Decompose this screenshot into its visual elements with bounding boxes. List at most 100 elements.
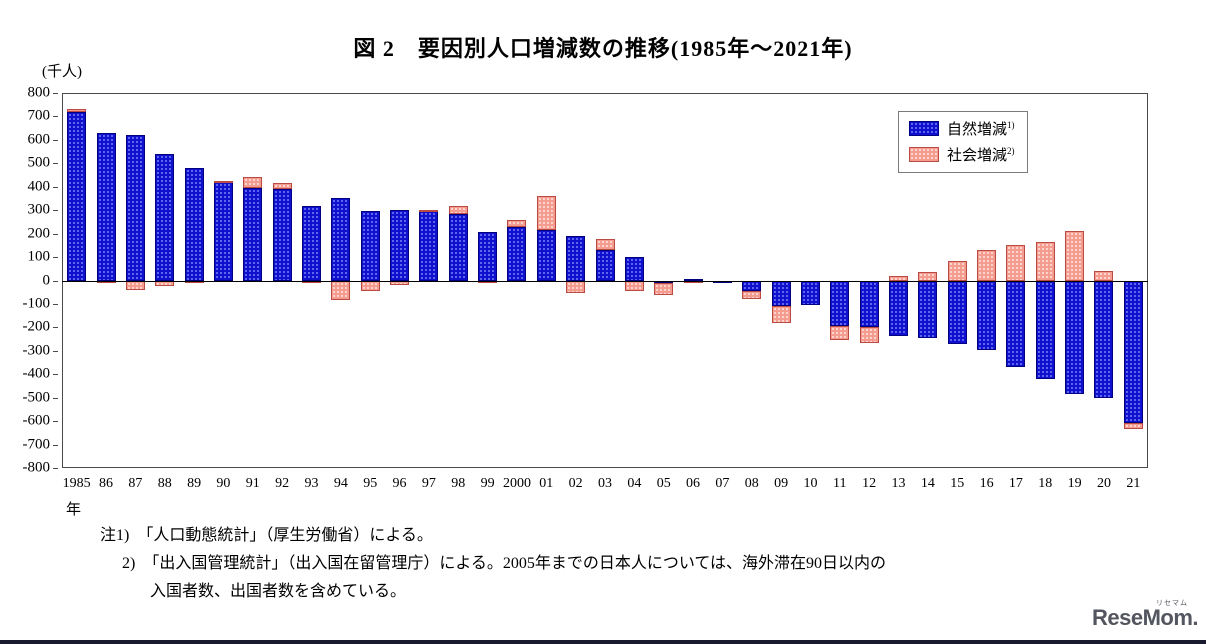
bar-natural-90 — [213, 182, 233, 281]
y-tick-label: -400 — [22, 365, 51, 382]
x-tick-label: 92 — [275, 476, 290, 491]
bar-natural-95 — [360, 211, 380, 281]
x-tick-label: 06 — [686, 476, 701, 491]
y-tick-mark — [53, 350, 58, 352]
y-tick-mark — [53, 421, 58, 423]
bar-social-18 — [1035, 241, 1055, 281]
bar-social-20 — [1094, 271, 1114, 281]
legend-swatch-natural — [909, 121, 939, 136]
y-tick-label: -600 — [22, 412, 51, 429]
x-tick-label: 14 — [920, 476, 935, 491]
resemom-logo-text: ReseMom. — [1092, 605, 1199, 630]
bar-natural-04 — [624, 257, 644, 281]
bar-social-91 — [243, 177, 263, 188]
legend-entry-social: 社会増減2) — [909, 144, 1015, 165]
x-tick-label: 93 — [304, 476, 319, 491]
y-tick-label: 500 — [27, 154, 51, 171]
bar-social-11 — [830, 326, 850, 341]
bar-natural-93 — [301, 205, 321, 281]
bar-natural-13 — [889, 280, 908, 336]
bar-social-90 — [213, 180, 233, 183]
x-tick-label: 99 — [480, 476, 495, 491]
bar-natural-91 — [243, 187, 263, 281]
bar-natural-88 — [155, 153, 175, 281]
bar-social-13 — [889, 275, 908, 281]
x-tick-label: 05 — [656, 476, 671, 491]
footnote-2: 2) 「出入国管理統計」（出入国在留管理庁）による。2005年までの日本人につい… — [122, 555, 887, 572]
bar-social-2000 — [507, 219, 527, 227]
chart-title: 図 2 要因別人口増減数の推移(1985年～2021年) — [353, 36, 853, 61]
x-tick-label: 2000 — [502, 476, 531, 491]
bar-social-05 — [654, 282, 674, 295]
bar-social-94 — [331, 280, 351, 301]
y-tick-label: -100 — [22, 295, 51, 312]
y-tick-mark — [53, 186, 58, 188]
bar-natural-08 — [742, 280, 762, 292]
bar-natural-16 — [977, 280, 997, 350]
x-tick-label: 90 — [216, 476, 231, 491]
y-tick-label: -500 — [22, 389, 51, 406]
zero-axis-line — [62, 281, 1148, 282]
bar-social-19 — [1065, 231, 1085, 281]
bar-natural-01 — [536, 230, 556, 281]
legend-label-social: 社会増減2) — [947, 146, 1015, 164]
bar-social-98 — [448, 205, 468, 214]
bar-social-88 — [155, 280, 175, 287]
x-tick-label: 04 — [627, 476, 642, 491]
x-tick-label: 20 — [1096, 476, 1111, 491]
y-tick-mark — [53, 397, 58, 399]
x-tick-label: 88 — [157, 476, 172, 491]
bar-social-01 — [536, 196, 556, 231]
x-tick-label: 1985 — [62, 476, 91, 491]
bar-natural-2000 — [507, 226, 527, 281]
y-tick-mark — [53, 257, 58, 259]
bottom-border — [0, 640, 1206, 644]
x-tick-label: 08 — [744, 476, 759, 491]
y-tick-label: 800 — [27, 84, 51, 101]
y-tick-mark — [53, 139, 58, 141]
bar-social-04 — [624, 280, 644, 292]
y-tick-label: -300 — [22, 342, 51, 359]
bar-natural-87 — [125, 135, 145, 281]
x-tick-label: 12 — [862, 476, 877, 491]
y-tick-label: 600 — [27, 131, 51, 148]
bar-natural-09 — [771, 280, 791, 307]
x-tick-label: 10 — [803, 476, 818, 491]
x-tick-label: 11 — [833, 476, 847, 491]
bar-social-09 — [771, 306, 791, 323]
bar-natural-03 — [595, 250, 615, 281]
bar-natural-12 — [859, 280, 879, 328]
y-tick-label: 100 — [27, 248, 51, 265]
bar-social-03 — [595, 239, 615, 251]
resemom-logo-ruby: リセマム — [1156, 600, 1188, 607]
x-tick-label: 01 — [539, 476, 554, 491]
y-tick-mark — [53, 116, 58, 118]
x-tick-label: 15 — [950, 476, 965, 491]
x-tick-label: 07 — [715, 476, 730, 491]
footnote-3: 入国者数、出国者数を含めている。 — [150, 583, 407, 600]
x-tick-label: 95 — [363, 476, 378, 491]
bar-natural-20 — [1094, 280, 1114, 398]
x-tick-label: 13 — [891, 476, 906, 491]
bar-natural-92 — [272, 189, 292, 281]
y-tick-mark — [53, 93, 58, 94]
bar-natural-97 — [419, 211, 439, 281]
x-tick-label: 86 — [99, 476, 114, 491]
bar-social-14 — [918, 272, 938, 281]
bar-social-02 — [566, 280, 586, 294]
x-tick-label: 02 — [568, 476, 583, 491]
bar-social-97 — [419, 210, 439, 213]
bar-social-12 — [859, 327, 879, 343]
x-tick-label: 91 — [245, 476, 260, 491]
footnote-1: 注1) 「人口動態統計」（厚生労働省）による。 — [100, 527, 433, 544]
bar-social-17 — [1006, 245, 1026, 281]
y-tick-mark — [53, 233, 58, 235]
y-tick-label: -200 — [22, 318, 51, 335]
legend-swatch-social — [909, 147, 939, 162]
y-axis-unit-label: (千人) — [42, 64, 82, 80]
y-tick-mark — [53, 374, 58, 376]
y-tick-mark — [53, 163, 58, 165]
bar-natural-19 — [1065, 280, 1085, 395]
y-tick-mark — [53, 280, 58, 282]
x-tick-label: 18 — [1038, 476, 1053, 491]
